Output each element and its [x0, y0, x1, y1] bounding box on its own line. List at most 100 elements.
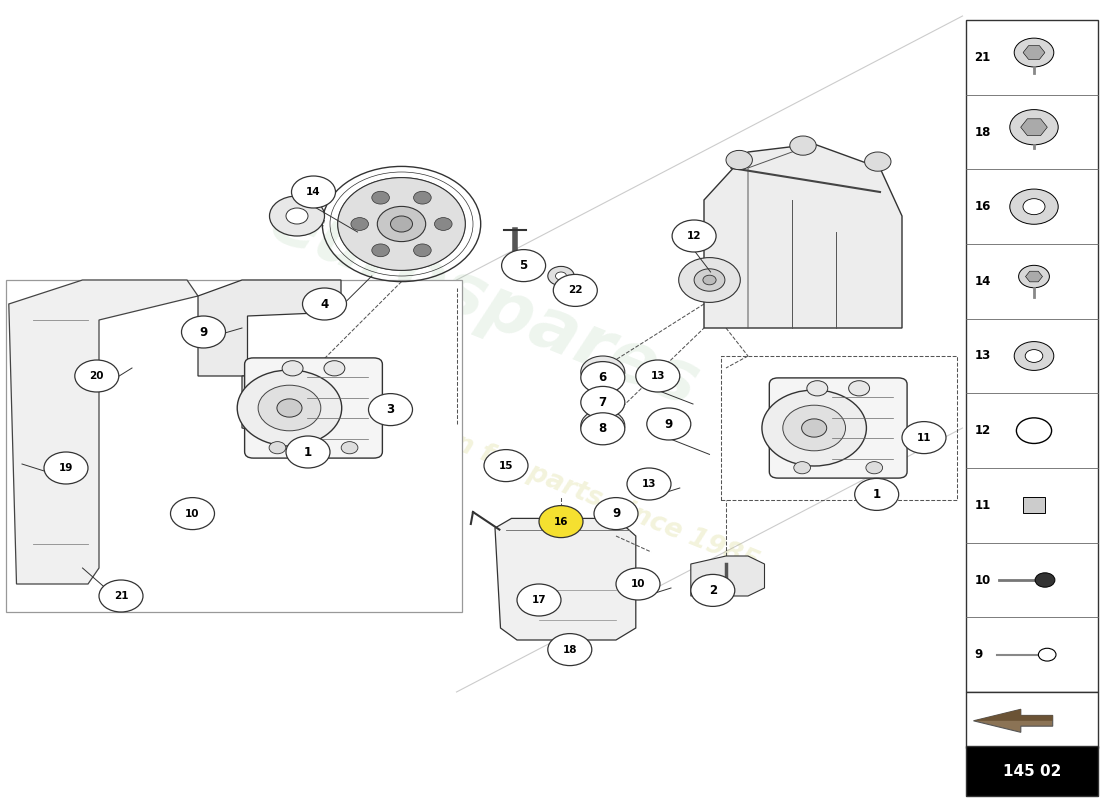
Circle shape: [594, 366, 612, 378]
Circle shape: [794, 462, 811, 474]
Circle shape: [672, 220, 716, 252]
Text: 1: 1: [872, 488, 881, 501]
Circle shape: [855, 478, 899, 510]
Polygon shape: [9, 280, 198, 584]
Circle shape: [277, 399, 302, 417]
Circle shape: [338, 178, 465, 270]
Text: 9: 9: [975, 648, 983, 661]
Circle shape: [372, 244, 389, 257]
Text: 16: 16: [975, 200, 991, 213]
Text: 8: 8: [598, 422, 607, 435]
Circle shape: [414, 191, 431, 204]
Text: 18: 18: [975, 126, 991, 138]
Polygon shape: [974, 710, 1053, 721]
Circle shape: [849, 381, 870, 396]
Circle shape: [581, 413, 625, 445]
Polygon shape: [198, 280, 341, 376]
Circle shape: [75, 360, 119, 392]
Text: 4: 4: [320, 298, 329, 310]
Circle shape: [286, 208, 308, 224]
Text: 15: 15: [498, 461, 514, 470]
Circle shape: [594, 419, 612, 432]
Circle shape: [351, 218, 369, 230]
Text: 2: 2: [708, 584, 717, 597]
Circle shape: [806, 381, 827, 396]
Circle shape: [338, 178, 465, 270]
Circle shape: [1038, 648, 1056, 661]
Circle shape: [517, 584, 561, 616]
Text: 13: 13: [641, 479, 657, 489]
Polygon shape: [242, 376, 314, 436]
Circle shape: [679, 258, 740, 302]
Circle shape: [694, 269, 725, 291]
Circle shape: [434, 218, 452, 230]
Polygon shape: [974, 710, 1053, 732]
Text: 9: 9: [612, 507, 620, 520]
Circle shape: [703, 275, 716, 285]
Circle shape: [270, 196, 324, 236]
Text: 14: 14: [306, 187, 321, 197]
Circle shape: [548, 266, 574, 286]
Text: 10: 10: [185, 509, 200, 518]
Text: 13: 13: [650, 371, 666, 381]
Circle shape: [726, 150, 752, 170]
Text: 11: 11: [975, 499, 991, 512]
Text: 21: 21: [975, 51, 991, 64]
Text: 12: 12: [686, 231, 702, 241]
Bar: [966, 20, 1098, 692]
Text: 18: 18: [562, 645, 578, 654]
Circle shape: [636, 360, 680, 392]
Circle shape: [539, 506, 583, 538]
Circle shape: [594, 498, 638, 530]
Circle shape: [581, 356, 625, 388]
Text: 12: 12: [975, 424, 991, 437]
Circle shape: [647, 408, 691, 440]
Text: 10: 10: [975, 574, 991, 586]
Polygon shape: [1023, 498, 1045, 514]
Text: 20: 20: [89, 371, 104, 381]
Circle shape: [762, 390, 867, 466]
Polygon shape: [691, 556, 764, 596]
Text: 17: 17: [531, 595, 547, 605]
Circle shape: [556, 272, 566, 280]
Circle shape: [783, 405, 846, 451]
Circle shape: [616, 568, 660, 600]
Text: 5: 5: [519, 259, 528, 272]
Circle shape: [802, 419, 827, 437]
Circle shape: [292, 176, 336, 208]
Text: 6: 6: [598, 371, 607, 384]
Circle shape: [1016, 418, 1052, 443]
Circle shape: [286, 436, 330, 468]
Circle shape: [390, 216, 412, 232]
Polygon shape: [495, 518, 636, 640]
Circle shape: [691, 574, 735, 606]
Text: 13: 13: [975, 350, 991, 362]
Circle shape: [323, 361, 344, 376]
Text: 22: 22: [568, 286, 583, 295]
Circle shape: [44, 452, 88, 484]
Circle shape: [581, 410, 625, 442]
Text: 145 02: 145 02: [1002, 764, 1062, 778]
Text: 1: 1: [304, 446, 312, 458]
Circle shape: [484, 450, 528, 482]
Circle shape: [553, 274, 597, 306]
Text: 16: 16: [553, 517, 569, 526]
Bar: [6, 280, 462, 612]
Polygon shape: [1023, 46, 1045, 59]
Circle shape: [1010, 110, 1058, 145]
Text: 7: 7: [598, 396, 607, 409]
FancyBboxPatch shape: [769, 378, 908, 478]
Circle shape: [790, 136, 816, 155]
Circle shape: [238, 370, 342, 446]
Circle shape: [170, 498, 214, 530]
Text: 3: 3: [386, 403, 395, 416]
Polygon shape: [1025, 271, 1043, 282]
Circle shape: [902, 422, 946, 454]
Text: 10: 10: [630, 579, 646, 589]
Polygon shape: [1021, 119, 1047, 135]
Circle shape: [99, 580, 143, 612]
Circle shape: [1014, 342, 1054, 370]
Circle shape: [865, 152, 891, 171]
Text: 19: 19: [58, 463, 74, 473]
Text: 9: 9: [664, 418, 673, 430]
